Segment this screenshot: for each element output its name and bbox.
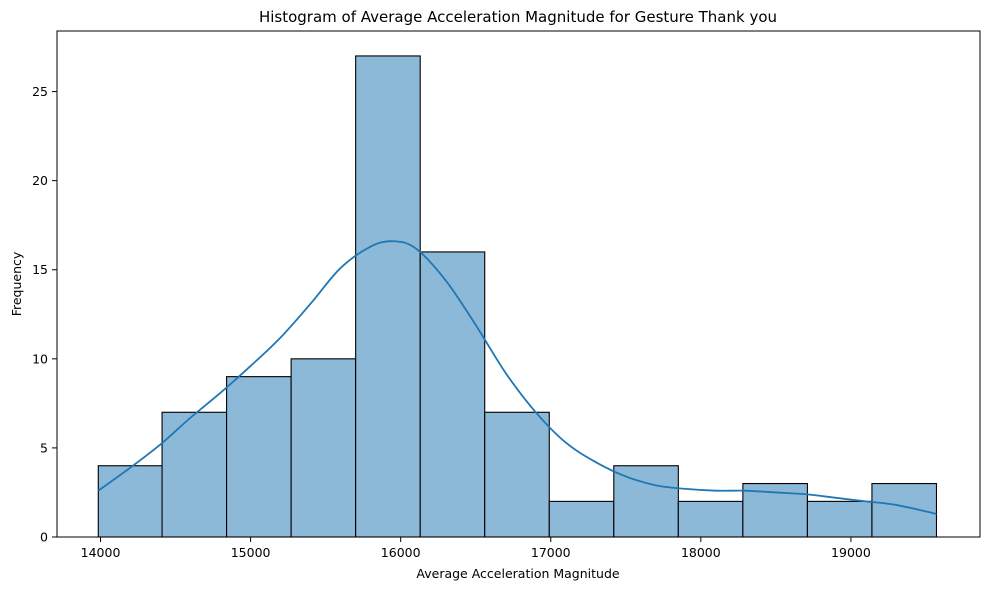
x-axis-label: Average Acceleration Magnitude	[416, 566, 619, 581]
x-tick-label: 19000	[831, 545, 871, 560]
bars-group	[97, 55, 938, 538]
histogram-bar-1	[161, 411, 228, 538]
histogram-bar-3	[290, 358, 357, 538]
y-tick-label: 15	[32, 262, 48, 277]
y-tick-label: 5	[40, 440, 48, 455]
histogram-bar-6	[484, 411, 550, 538]
y-tick-label: 10	[32, 351, 48, 366]
histogram-bar-8	[613, 465, 679, 538]
y-tick-label: 0	[40, 530, 48, 545]
y-tick-label: 20	[32, 173, 48, 188]
histogram-bar-12	[871, 482, 938, 538]
histogram-bar-4	[355, 55, 421, 538]
x-tick-label: 15000	[231, 545, 271, 560]
y-tick-label: 25	[32, 84, 48, 99]
y-axis-ticks: 0 5 10 15 20 25	[32, 84, 57, 545]
x-axis-ticks: 14000 15000 16000 17000 18000 19000	[81, 537, 871, 560]
chart-title: Histogram of Average Acceleration Magnit…	[259, 8, 777, 26]
x-tick-label: 16000	[381, 545, 421, 560]
histogram-bar-2	[226, 376, 292, 538]
histogram-bar-7	[548, 500, 615, 538]
x-tick-label: 18000	[681, 545, 721, 560]
plot-frame	[56, 30, 981, 538]
histogram-bar-9	[677, 500, 744, 538]
histogram-bar-5	[419, 251, 486, 538]
kde-curve	[97, 240, 937, 515]
histogram-bar-0	[97, 465, 163, 538]
kde-group	[97, 240, 937, 515]
x-tick-label: 14000	[81, 545, 121, 560]
x-tick-label: 17000	[531, 545, 571, 560]
histogram-bar-11	[806, 500, 873, 538]
y-axis-label: Frequency	[9, 251, 24, 316]
